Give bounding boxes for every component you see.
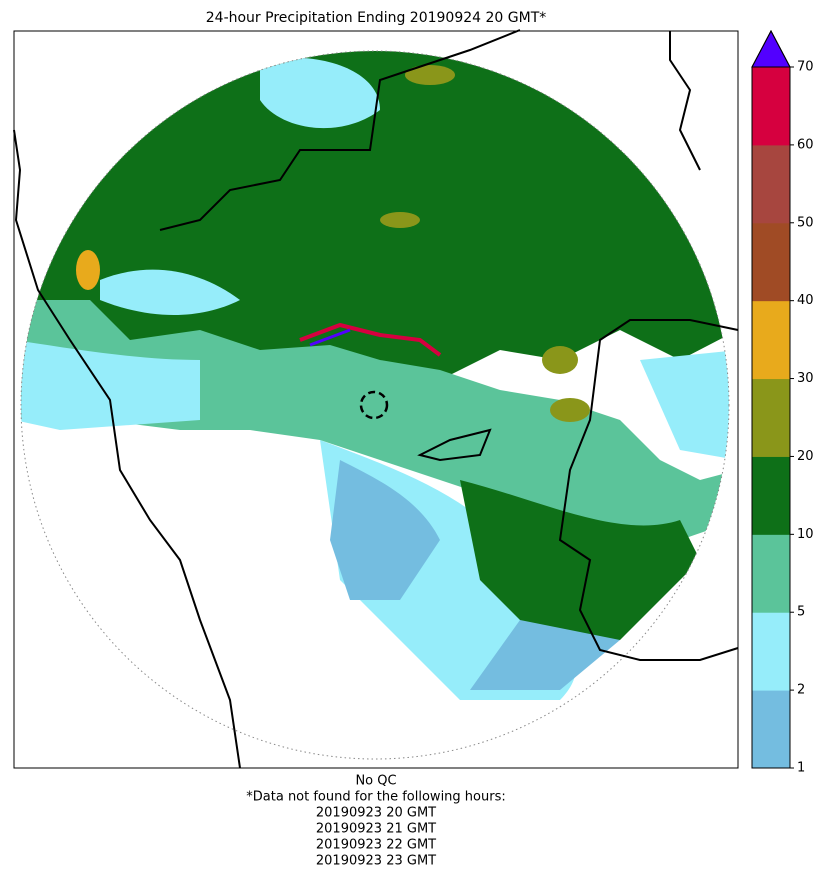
colorbar-tick-label: 40 — [797, 293, 814, 308]
colorbar-segment — [752, 300, 790, 380]
colorbar-tick-label: 5 — [797, 605, 805, 620]
colorbar-segment — [752, 456, 790, 535]
colorbar-tick-label: 2 — [797, 683, 805, 698]
footer-line: 20190923 21 GMT — [316, 822, 436, 837]
footer-line: 20190923 23 GMT — [316, 854, 436, 869]
colorbar-tick-label: 1 — [797, 761, 805, 776]
colorbar-segment — [752, 690, 790, 769]
footer: No QC*Data not found for the following h… — [246, 774, 505, 869]
colorbar-segment — [752, 144, 790, 224]
footer-line: 20190923 20 GMT — [316, 806, 436, 821]
colorbar-extend — [751, 29, 791, 68]
colorbar-tick-label: 60 — [797, 137, 814, 152]
colorbar-segment — [752, 222, 790, 302]
colorbar-segment — [752, 612, 790, 691]
footer-line: 20190923 22 GMT — [316, 838, 436, 853]
colorbar-tick-label: 70 — [797, 60, 814, 75]
footer-line: *Data not found for the following hours: — [246, 790, 505, 805]
colorbar-segment — [752, 534, 790, 613]
map — [13, 29, 739, 769]
colorbar-tick-label: 50 — [797, 215, 814, 230]
colorbar-tick-label: 20 — [797, 449, 814, 464]
colorbar-segment — [752, 67, 790, 146]
colorbar-outline — [751, 29, 791, 769]
colorbar-segment — [752, 378, 790, 457]
colorbar: 1 2 5 10 20 30 40 50 60 70 — [751, 29, 814, 776]
title: 24-hour Precipitation Ending 20190924 20… — [206, 10, 547, 26]
colorbar-tick-label: 10 — [797, 527, 814, 542]
colorbar-tick-label: 30 — [797, 371, 814, 386]
footer-line: No QC — [355, 774, 396, 789]
